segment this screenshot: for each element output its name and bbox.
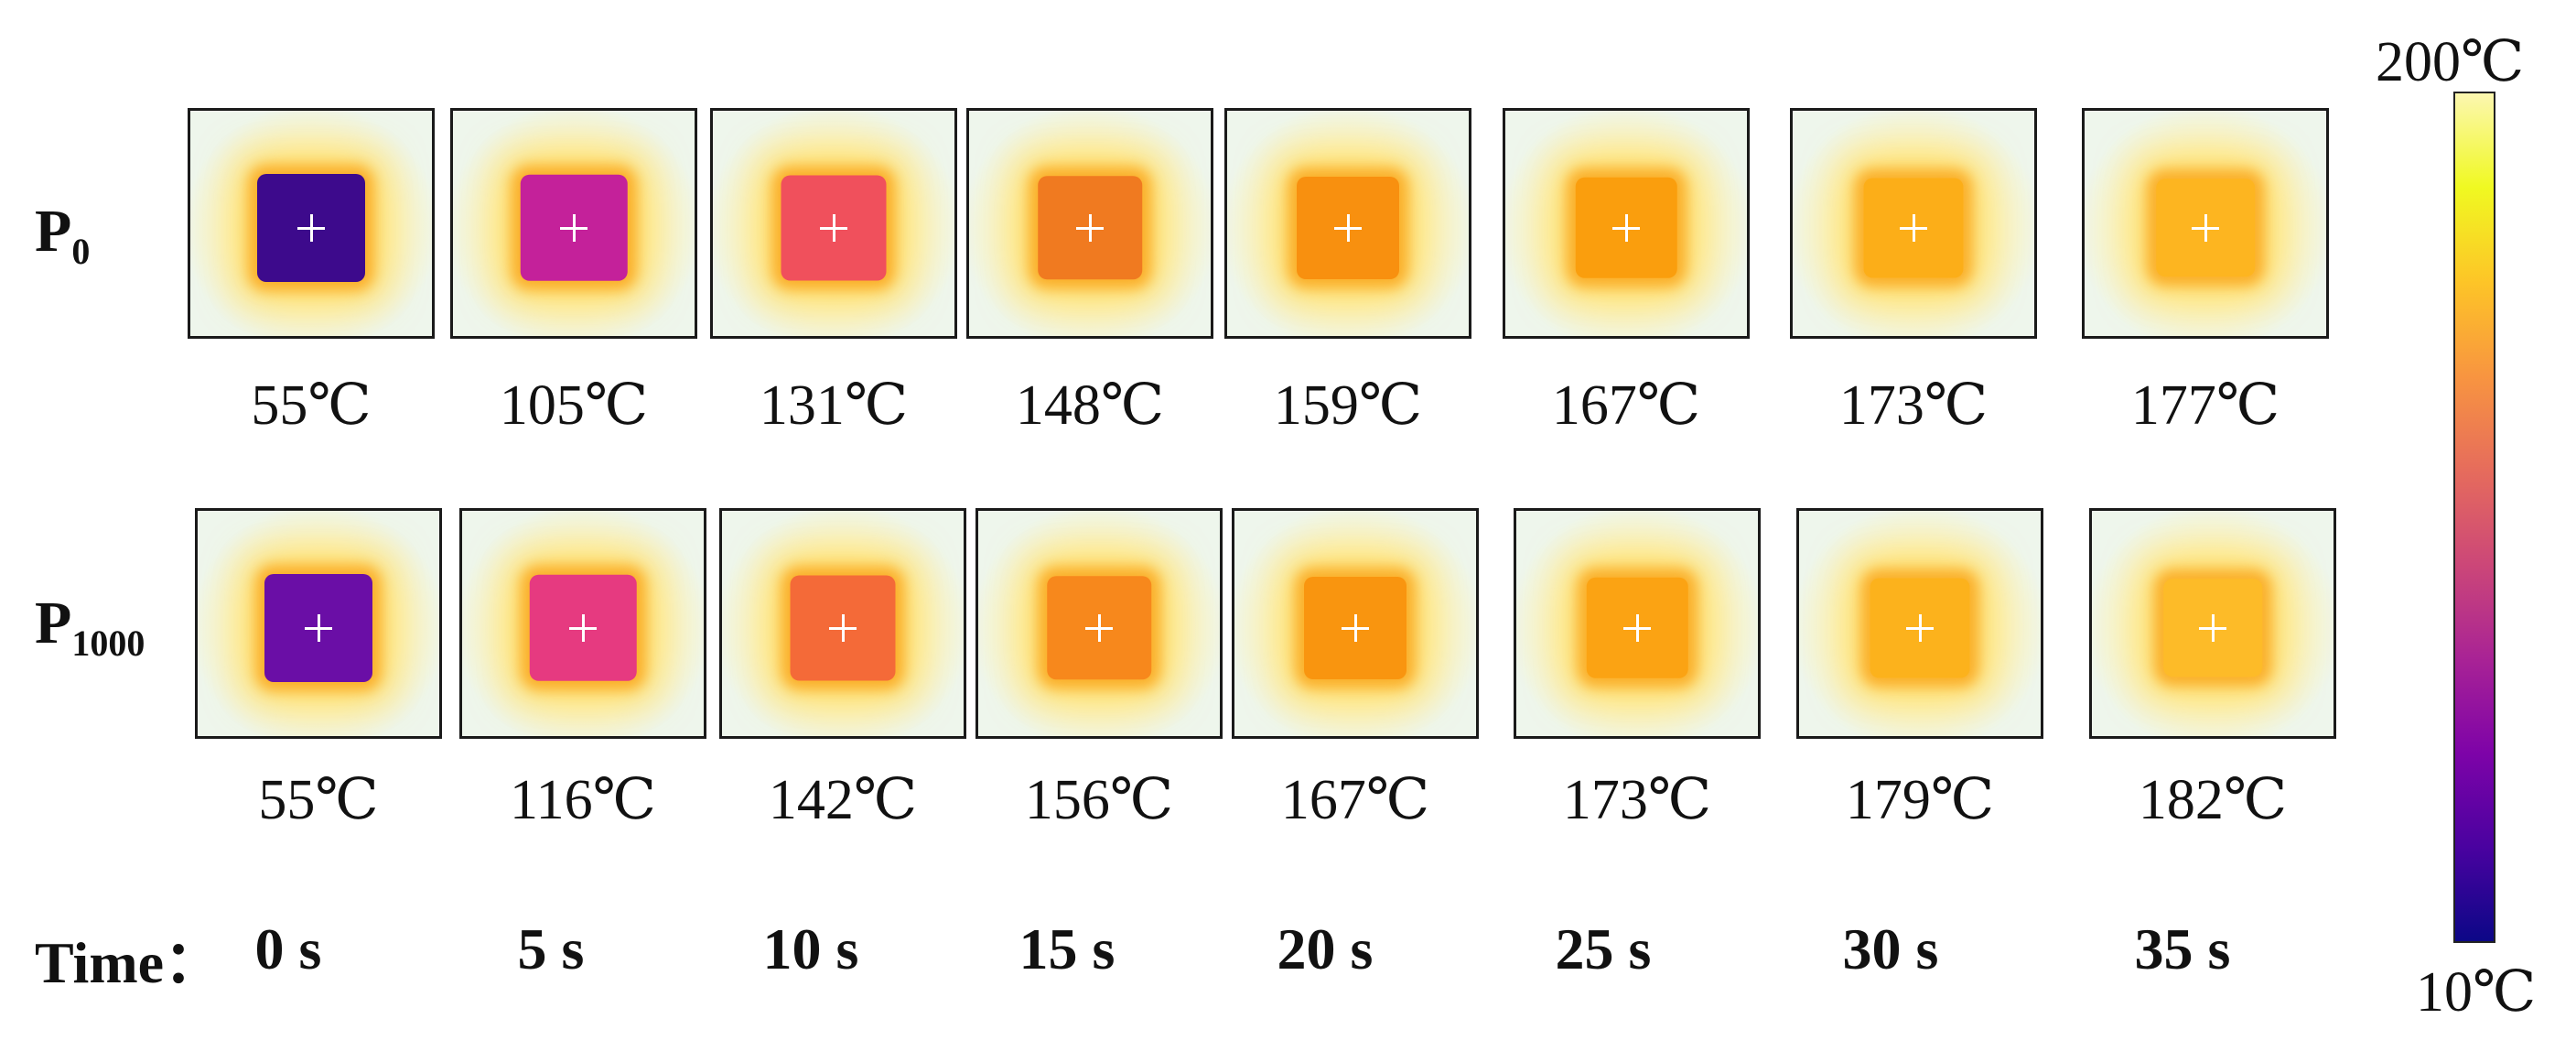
time-value: 10 s bbox=[762, 916, 859, 981]
temperature-label: 179℃ bbox=[1845, 769, 1995, 831]
crosshair-icon bbox=[1612, 213, 1640, 242]
colorbar bbox=[2453, 92, 2495, 943]
thermal-tile bbox=[719, 508, 966, 739]
thermal-tile bbox=[450, 108, 697, 339]
row-label-p0: P0 bbox=[35, 198, 91, 272]
row-label-p1000: P1000 bbox=[35, 590, 146, 664]
thermal-tile bbox=[975, 508, 1223, 739]
thermal-tile bbox=[195, 508, 442, 739]
temperature-label: 156℃ bbox=[1024, 769, 1174, 831]
crosshair-icon bbox=[1076, 213, 1104, 242]
temperature-label: 148℃ bbox=[1015, 374, 1165, 437]
crosshair-icon bbox=[1334, 213, 1362, 242]
temperature-label: 173℃ bbox=[1562, 769, 1712, 831]
temperature-label: 182℃ bbox=[2138, 769, 2288, 831]
crosshair-icon bbox=[2192, 213, 2219, 242]
time-value: 30 s bbox=[1842, 916, 1939, 981]
time-value: 25 s bbox=[1555, 916, 1652, 981]
crosshair-icon bbox=[569, 613, 597, 642]
temperature-label: 131℃ bbox=[759, 374, 909, 437]
temperature-label: 167℃ bbox=[1551, 374, 1701, 437]
time-value: 20 s bbox=[1277, 916, 1374, 981]
crosshair-icon bbox=[1623, 613, 1651, 642]
temperature-label: 177℃ bbox=[2130, 374, 2280, 437]
thermal-tile bbox=[1514, 508, 1761, 739]
colorbar-max-label: 200℃ bbox=[2376, 31, 2525, 93]
crosshair-icon bbox=[297, 213, 325, 242]
temperature-label: 173℃ bbox=[1838, 374, 1989, 437]
thermal-tile bbox=[2089, 508, 2336, 739]
thermal-tile bbox=[1790, 108, 2037, 339]
thermal-tile bbox=[459, 508, 706, 739]
temperature-label: 167℃ bbox=[1280, 769, 1430, 831]
crosshair-icon bbox=[1900, 213, 1927, 242]
temperature-label: 142℃ bbox=[768, 769, 918, 831]
thermal-tile bbox=[710, 108, 957, 339]
crosshair-icon bbox=[820, 213, 847, 242]
thermal-tile bbox=[188, 108, 435, 339]
temperature-label: 159℃ bbox=[1273, 374, 1423, 437]
time-value: 5 s bbox=[517, 916, 585, 981]
thermal-tile bbox=[1503, 108, 1750, 339]
colorbar-min-label: 10℃ bbox=[2416, 961, 2537, 1024]
time-value: 35 s bbox=[2134, 916, 2231, 981]
thermal-tile bbox=[2082, 108, 2329, 339]
crosshair-icon bbox=[1342, 613, 1369, 642]
crosshair-icon bbox=[305, 613, 332, 642]
crosshair-icon bbox=[560, 213, 587, 242]
time-label: Time： bbox=[35, 930, 223, 995]
thermal-tile bbox=[1232, 508, 1479, 739]
thermal-tile bbox=[966, 108, 1213, 339]
thermal-tile bbox=[1224, 108, 1471, 339]
time-value: 0 s bbox=[254, 916, 322, 981]
time-value: 15 s bbox=[1019, 916, 1116, 981]
crosshair-icon bbox=[1085, 613, 1113, 642]
thermal-tile bbox=[1796, 508, 2043, 739]
crosshair-icon bbox=[829, 613, 857, 642]
temperature-label: 55℃ bbox=[251, 374, 372, 437]
temperature-label: 55℃ bbox=[258, 769, 379, 831]
crosshair-icon bbox=[2199, 613, 2226, 642]
temperature-label: 105℃ bbox=[499, 374, 649, 437]
temperature-label: 116℃ bbox=[509, 769, 657, 831]
crosshair-icon bbox=[1906, 613, 1934, 642]
